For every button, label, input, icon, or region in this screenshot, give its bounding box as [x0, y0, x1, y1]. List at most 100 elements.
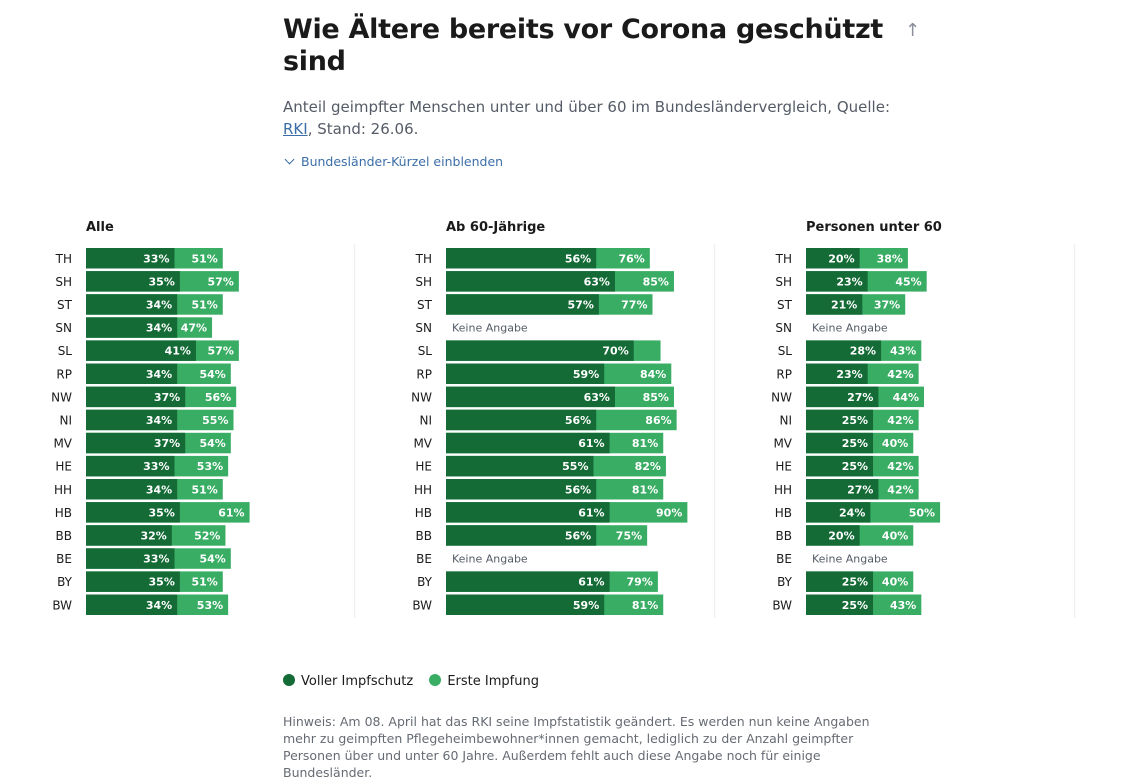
bar-full-rp — [446, 363, 605, 384]
bar-full-st — [86, 294, 178, 315]
legend: Voller Impfschutz Erste Impfung — [283, 674, 551, 689]
bar-full-mv — [446, 432, 610, 454]
bar-full-ni — [446, 409, 597, 431]
value-label-full-th: 20% — [828, 252, 854, 265]
category-label-ni: NI — [59, 413, 72, 427]
subtitle-date: , Stand: 26.06. — [307, 120, 419, 138]
value-label-first-be: 54% — [199, 553, 225, 566]
category-label-ni: NI — [419, 413, 432, 427]
category-label-hh: HH — [54, 483, 72, 497]
value-label-full-th: 33% — [143, 252, 169, 265]
bar-full-by — [806, 571, 874, 592]
category-label-hb: HB — [55, 506, 72, 520]
value-label-first-sh: 45% — [895, 275, 921, 288]
category-label-sl: SL — [778, 344, 793, 358]
bar-full-he — [86, 455, 175, 477]
bar-full-nw — [86, 386, 186, 408]
category-label-bw: BW — [412, 598, 432, 612]
bar-full-sh — [806, 271, 868, 292]
value-label-full-rp: 23% — [836, 368, 862, 381]
bar-full-hb — [806, 502, 871, 523]
category-label-hb: HB — [415, 506, 432, 520]
bar-full-bb — [806, 525, 860, 546]
value-label-first-sh: 57% — [208, 275, 234, 288]
category-label-sh: SH — [55, 275, 72, 289]
value-label-full-sh: 63% — [584, 275, 610, 288]
arrow-up-icon[interactable]: ↑ — [905, 20, 921, 41]
category-label-bw: BW — [772, 598, 792, 612]
bar-full-he — [446, 455, 594, 477]
value-label-first-sh: 85% — [643, 275, 669, 288]
bar-full-he — [806, 455, 874, 477]
value-label-full-mv: 61% — [578, 437, 604, 450]
value-label-first-th: 76% — [618, 252, 644, 265]
category-label-be: BE — [416, 552, 432, 566]
value-label-full-by: 61% — [578, 576, 604, 589]
category-label-mv: MV — [53, 437, 72, 451]
value-label-first-st: 51% — [191, 298, 217, 311]
value-label-first-ni: 42% — [887, 414, 913, 427]
category-label-be: BE — [776, 552, 792, 566]
value-label-first-by: 40% — [882, 576, 908, 589]
value-label-first-nw: 56% — [205, 391, 231, 404]
value-label-full-bb: 56% — [565, 529, 591, 542]
category-label-ni: NI — [779, 413, 792, 427]
value-label-full-bw: 25% — [842, 599, 868, 612]
category-label-sh: SH — [415, 275, 432, 289]
bar-full-rp — [806, 363, 868, 384]
value-label-first-hb: 50% — [909, 506, 935, 519]
value-label-first-hb: 61% — [218, 506, 244, 519]
value-label-full-mv: 25% — [842, 437, 868, 450]
value-label-first-sl: 57% — [208, 345, 234, 358]
value-label-first-th: 38% — [877, 252, 903, 265]
value-label-first-bw: 81% — [632, 599, 658, 612]
bar-full-hh — [446, 479, 597, 500]
value-label-first-bb: 40% — [882, 529, 908, 542]
bar-full-sh — [446, 271, 615, 292]
legend-swatch-full — [283, 674, 295, 686]
value-label-full-by: 35% — [149, 576, 175, 589]
subtitle: Anteil geimpfter Menschen unter und über… — [283, 96, 903, 140]
category-label-nw: NW — [771, 390, 792, 404]
category-label-by: BY — [777, 575, 793, 589]
category-label-sn: SN — [775, 321, 792, 335]
value-label-first-th: 51% — [191, 252, 217, 265]
bar-full-bb — [86, 525, 172, 546]
page-title: Wie Ältere bereits vor Corona geschützt … — [283, 14, 883, 77]
category-label-sl: SL — [418, 344, 433, 358]
value-label-full-mv: 37% — [154, 437, 180, 450]
value-label-full-he: 33% — [143, 460, 169, 473]
value-label-first-st: 77% — [621, 298, 647, 311]
bar-full-th — [86, 248, 175, 269]
value-label-first-mv: 54% — [199, 437, 225, 450]
category-label-sn: SN — [55, 321, 72, 335]
bar-full-hh — [806, 479, 879, 500]
value-label-full-hb: 61% — [578, 506, 604, 519]
value-label-first-rp: 54% — [199, 368, 225, 381]
value-label-first-hh: 42% — [887, 483, 913, 496]
value-label-first-sl: 43% — [890, 345, 916, 358]
bar-full-st — [806, 294, 863, 315]
legend-item-full: Voller Impfschutz — [283, 674, 413, 689]
legend-swatch-first — [429, 674, 442, 686]
bar-full-bw — [446, 594, 605, 615]
toggle-state-abbreviations[interactable]: Bundesländer-Kürzel einblenden — [283, 154, 503, 169]
bar-full-nw — [446, 386, 615, 408]
value-label-first-ni: 55% — [202, 414, 228, 427]
value-label-first-bw: 53% — [197, 599, 223, 612]
category-label-st: ST — [777, 298, 793, 312]
value-label-full-st: 57% — [568, 298, 594, 311]
footnote: Hinweis: Am 08. April hat das RKI seine … — [283, 714, 870, 780]
category-label-hh: HH — [414, 483, 432, 497]
chart-title-unter-60: Personen unter 60 — [806, 220, 942, 235]
value-label-full-hh: 56% — [565, 483, 591, 496]
category-label-th: TH — [415, 252, 432, 266]
source-link[interactable]: RKI — [283, 120, 308, 138]
value-label-full-st: 21% — [831, 298, 857, 311]
bar-full-sn — [86, 317, 178, 338]
category-label-rp: RP — [416, 367, 432, 381]
value-label-full-he: 55% — [562, 460, 588, 473]
bar-full-hh — [86, 479, 178, 500]
category-label-rp: RP — [56, 367, 72, 381]
chart-title-ab-60: Ab 60-Jährige — [446, 220, 545, 235]
